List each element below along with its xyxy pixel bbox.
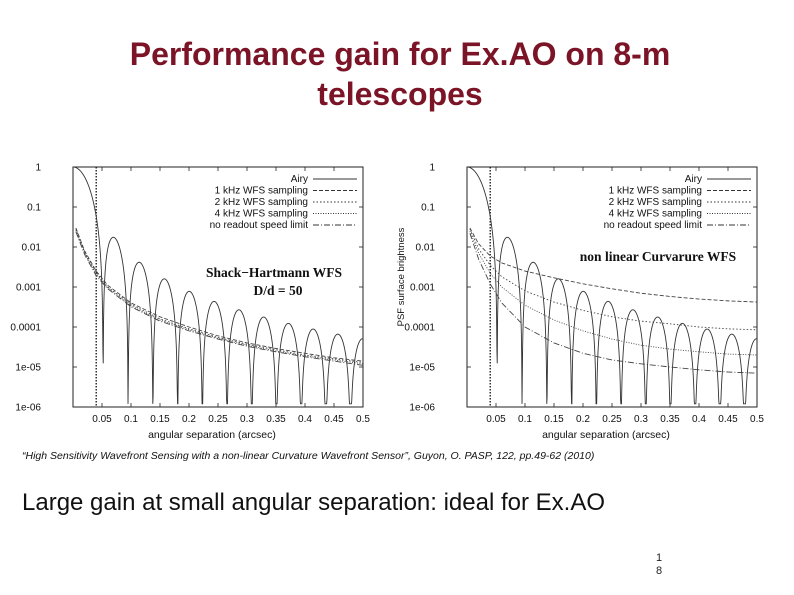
p1-xtick-label: 0.25 xyxy=(602,414,622,425)
p1-ytick-label: 1e-06 xyxy=(409,403,435,414)
p1-xtick-label: 0.2 xyxy=(576,414,590,425)
p0-ytick-label: 0.0001 xyxy=(10,323,41,334)
p0-annotation-line2: D/d = 50 xyxy=(254,283,303,298)
p1-ytick-label: 0.1 xyxy=(421,203,435,214)
p0-series-line xyxy=(75,227,363,362)
p0-xtick-label: 0.5 xyxy=(356,414,370,425)
p0-xtick-label: 0.2 xyxy=(182,414,196,425)
p0-legend-label: 4 kHz WFS sampling xyxy=(215,209,308,220)
p1-x-axis-label: angular separation (arcsec) xyxy=(542,429,670,441)
p0-ytick-label: 1 xyxy=(35,163,41,174)
p1-legend-label: 2 kHz WFS sampling xyxy=(609,197,702,208)
p0-annotation-line1: Shack−Hartmann WFS xyxy=(206,265,342,280)
p1-legend-label: no readout speed limit xyxy=(604,220,703,231)
p1-xtick-label: 0.5 xyxy=(750,414,764,425)
page-number-top: 1 xyxy=(655,552,663,564)
p1-ytick-label: 1 xyxy=(429,163,435,174)
p1-xtick-label: 0.4 xyxy=(692,414,706,425)
page-number: 1 8 xyxy=(652,552,666,578)
p1-xtick-label: 0.15 xyxy=(544,414,564,425)
p1-xtick-label: 0.35 xyxy=(660,414,680,425)
p1-xtick-label: 0.3 xyxy=(634,414,648,425)
p1-legend-label: 1 kHz WFS sampling xyxy=(609,186,702,197)
p1-ytick-label: 1e-05 xyxy=(409,363,435,374)
citation: “High Sensitivity Wavefront Sensing with… xyxy=(22,450,595,462)
title-line-2: telescopes xyxy=(317,76,483,112)
p0-series-line xyxy=(75,228,363,363)
p1-ytick-label: 0.01 xyxy=(416,243,436,254)
p1-series-line xyxy=(469,233,757,374)
p0-airy-line xyxy=(73,167,363,405)
p0-plot-area xyxy=(73,167,363,405)
p0-xtick-label: 0.4 xyxy=(298,414,312,425)
p0-legend-label: Airy xyxy=(291,174,308,185)
p0-xtick-label: 0.05 xyxy=(92,414,112,425)
page-number-bottom: 8 xyxy=(655,565,663,577)
takeaway-text: Large gain at small angular separation: … xyxy=(22,489,605,516)
p0-ytick-label: 1e-06 xyxy=(15,403,41,414)
p0-ytick-label: 1e-05 xyxy=(15,363,41,374)
p1-legend-label: Airy xyxy=(685,174,702,185)
p1-ytick-label: 0.0001 xyxy=(404,323,435,334)
p1-annotation: non linear Curvarure WFS xyxy=(580,249,736,264)
p0-series-line xyxy=(75,231,363,366)
p0-xtick-label: 0.25 xyxy=(208,414,228,425)
p0-ytick-label: 0.1 xyxy=(27,203,41,214)
p1-xtick-label: 0.1 xyxy=(518,414,532,425)
p0-series-line xyxy=(75,230,363,365)
slide-title: Performance gain for Ex.AO on 8-m telesc… xyxy=(60,34,740,114)
p1-series-line xyxy=(469,228,757,331)
curvature-wfs-chart: 1 0.1 0.01 0.001 0.0001 1e-05 1e-06 0.05 0.1 0.15… xyxy=(396,163,764,442)
p1-ytick-label: 0.001 xyxy=(410,283,435,294)
p0-xtick-label: 0.3 xyxy=(240,414,254,425)
p0-x-axis-label: angular separation (arcsec) xyxy=(148,429,276,441)
p1-xtick-label: 0.05 xyxy=(486,414,506,425)
p0-ytick-label: 0.01 xyxy=(22,243,42,254)
p0-xtick-label: 0.15 xyxy=(150,414,170,425)
p1-series-line xyxy=(469,230,757,356)
p1-plot-area xyxy=(467,167,757,405)
title-line-1: Performance gain for Ex.AO on 8-m xyxy=(129,36,671,72)
p0-xtick-label: 0.45 xyxy=(324,414,344,425)
p1-legend-label: 4 kHz WFS sampling xyxy=(609,209,702,220)
p1-y-axis-label: PSF surface brightness xyxy=(396,227,407,326)
p1-airy-line xyxy=(467,167,757,405)
shack-hartmann-chart: 1 0.1 0.01 0.001 0.0001 1e-05 1e-06 0.05 0.1 0.15… xyxy=(10,163,370,442)
p0-legend-label: 1 kHz WFS sampling xyxy=(215,186,308,197)
p1-xtick-label: 0.45 xyxy=(718,414,738,425)
p0-legend-label: 2 kHz WFS sampling xyxy=(215,197,308,208)
p0-ytick-label: 0.001 xyxy=(16,283,41,294)
p0-xtick-label: 0.35 xyxy=(266,414,286,425)
p1-series-line xyxy=(469,227,757,303)
p0-xtick-label: 0.1 xyxy=(124,414,138,425)
p0-legend-label: no readout speed limit xyxy=(210,220,309,231)
